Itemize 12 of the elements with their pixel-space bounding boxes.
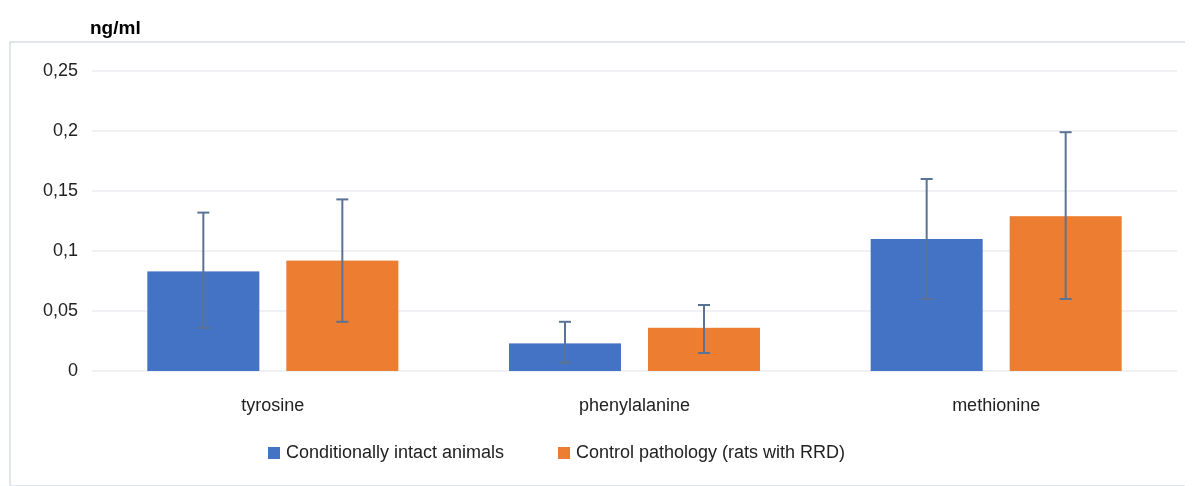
legend-label: Conditionally intact animals <box>286 441 505 462</box>
x-tick-label: methionine <box>952 395 1041 415</box>
y-tick-label: 0,1 <box>52 239 78 260</box>
y-tick-label: 0,2 <box>52 119 78 140</box>
y-axis-title: ng/ml <box>90 17 141 38</box>
x-tick-label: phenylalanine <box>578 395 691 415</box>
x-tick-label: tyrosine <box>241 395 305 415</box>
y-tick-label: 0,25 <box>42 59 78 80</box>
y-tick-label: 0 <box>67 359 78 380</box>
y-tick-label: 0,15 <box>42 179 78 200</box>
legend-label: Control pathology (rats with RRD) <box>576 441 846 462</box>
y-tick-label: 0,05 <box>42 299 78 320</box>
